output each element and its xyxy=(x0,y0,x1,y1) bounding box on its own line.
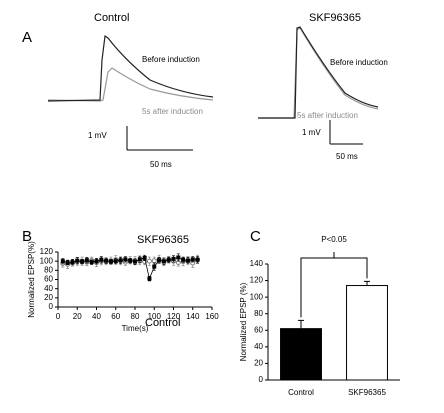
annotation: P<0.05 xyxy=(321,235,347,244)
trace-before xyxy=(258,26,379,119)
y-tick-label: 20 xyxy=(254,359,263,368)
marker xyxy=(166,257,171,262)
x-tick-label: 20 xyxy=(73,312,82,321)
marker xyxy=(137,257,142,262)
panel-label: B xyxy=(22,228,32,245)
y-tick-label: 60 xyxy=(254,325,263,334)
marker xyxy=(99,257,104,262)
marker xyxy=(104,258,109,263)
significance-bracket xyxy=(300,252,368,318)
x-tick-label: Control xyxy=(288,388,314,397)
marker xyxy=(118,258,123,263)
marker xyxy=(185,258,190,263)
trace-title: Control xyxy=(94,12,129,24)
marker xyxy=(70,260,75,265)
marker xyxy=(147,276,152,281)
marker xyxy=(89,260,94,265)
annotation: SKF96365 xyxy=(137,234,189,246)
marker xyxy=(152,264,157,269)
marker xyxy=(84,258,89,263)
scale-label: 50 ms xyxy=(150,160,172,169)
x-tick-label: SKF96365 xyxy=(348,388,386,397)
marker xyxy=(142,255,147,260)
y-axis-label: Normalized EPSP (%) xyxy=(239,282,248,361)
y-tick-label: 100 xyxy=(40,256,54,265)
trace-label: Before induction xyxy=(330,58,388,67)
marker xyxy=(80,259,85,264)
trace-title: SKF96365 xyxy=(309,12,361,24)
error-bar xyxy=(364,280,370,286)
marker xyxy=(171,256,176,261)
marker xyxy=(176,255,181,260)
y-tick-label: 0 xyxy=(49,302,54,311)
x-tick-label: 0 xyxy=(56,312,61,321)
y-tick-label: 20 xyxy=(44,293,53,302)
y-tick-label: 120 xyxy=(40,247,54,256)
marker xyxy=(75,258,80,263)
y-tick-label: 0 xyxy=(259,375,264,384)
y-tick-label: 120 xyxy=(250,276,264,285)
x-tick-label: 120 xyxy=(167,312,181,321)
marker xyxy=(190,257,195,262)
x-tick-label: 40 xyxy=(92,312,101,321)
marker xyxy=(146,258,152,264)
x-tick-label: 140 xyxy=(186,312,200,321)
error-bar xyxy=(298,319,304,329)
scale-label: 1 mV xyxy=(88,131,107,140)
marker xyxy=(181,257,186,262)
y-tick-label: 40 xyxy=(44,284,53,293)
x-tick-label: 80 xyxy=(131,312,140,321)
trace-after xyxy=(258,27,379,119)
bar xyxy=(280,328,322,381)
y-tick-label: 80 xyxy=(254,309,263,318)
annotation: Control xyxy=(145,317,180,329)
marker xyxy=(133,259,137,264)
trace-label: Before induction xyxy=(142,55,200,64)
marker xyxy=(123,257,128,262)
y-axis-label: Normalized EPSP(%) xyxy=(27,241,36,318)
marker xyxy=(161,259,166,264)
marker xyxy=(113,259,118,264)
marker xyxy=(151,258,157,264)
y-tick-label: 80 xyxy=(44,265,53,274)
marker xyxy=(65,260,70,265)
scale-label: 1 mV xyxy=(302,128,321,137)
marker xyxy=(108,259,113,264)
scale-label: 50 ms xyxy=(336,152,358,161)
y-tick-label: 100 xyxy=(250,292,264,301)
x-tick-label: 60 xyxy=(111,312,120,321)
x-tick-label: 160 xyxy=(205,312,219,321)
panel-label: C xyxy=(250,228,261,245)
trace-label: 5s after induction xyxy=(297,111,358,120)
marker xyxy=(195,257,200,262)
panel-label: A xyxy=(22,29,32,46)
x-tick-label: 100 xyxy=(148,312,162,321)
y-tick-label: 140 xyxy=(250,259,264,268)
marker xyxy=(60,259,65,264)
x-axis-label: Time(s) xyxy=(122,324,149,333)
y-tick-label: 60 xyxy=(44,275,53,284)
marker xyxy=(157,258,162,263)
traces xyxy=(47,26,379,119)
marker xyxy=(94,259,99,264)
trace-after xyxy=(47,67,214,102)
scale-bars xyxy=(126,120,363,151)
y-tick-label: 40 xyxy=(254,342,263,351)
bar xyxy=(346,285,388,381)
trace-label: 5s after induction xyxy=(142,107,203,116)
marker xyxy=(128,258,133,263)
trace-before xyxy=(47,34,214,102)
